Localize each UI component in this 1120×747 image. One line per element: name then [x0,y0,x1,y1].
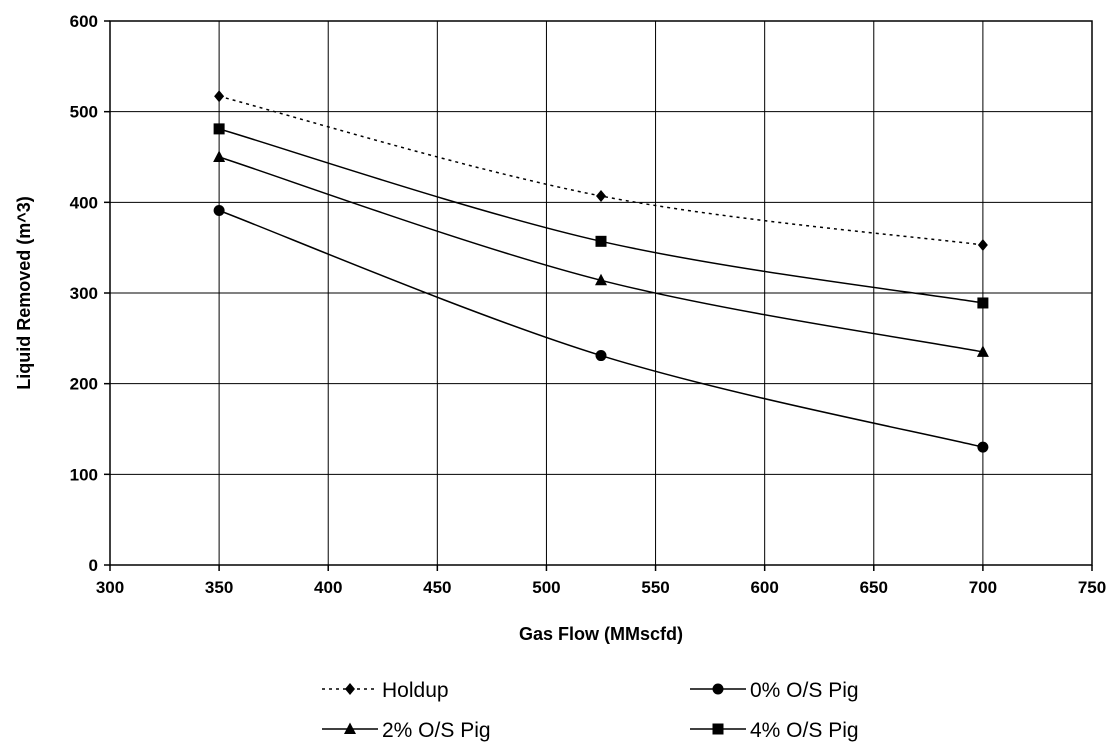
data-point-diamond [596,189,606,202]
y-tick-label: 200 [70,375,98,394]
data-point-circle [213,204,225,216]
legend-marker-square [712,723,724,735]
x-axis-ticks: 300 350 400 450 500 550 600 650 700 750 [96,565,1106,597]
x-tick-label: 300 [96,578,124,597]
grid [109,20,1093,566]
y-tick-label: 600 [70,12,98,31]
series-square [213,123,989,309]
data-point-square [213,123,225,135]
y-tick-label: 0 [89,556,98,575]
legend-label: Holdup [382,679,449,702]
legend-marker-circle [712,683,724,695]
data-point-triangle [976,345,989,357]
series-group [213,90,989,453]
series-circle [213,204,989,453]
data-point-diamond [214,90,225,103]
legend-item: 4% O/S Pig [690,719,859,742]
data-point-circle [595,350,607,362]
y-tick-label: 400 [70,193,98,212]
legend-item: 2% O/S Pig [322,719,491,742]
legend-marker-triangle [344,722,356,734]
legend-label: 4% O/S Pig [750,719,859,742]
legend-label: 2% O/S Pig [382,719,491,742]
x-tick-label: 600 [750,578,778,597]
data-point-triangle [595,273,607,286]
legend: Holdup 0% O/S Pig 2% O/S Pig 4% O/S Pig [322,679,859,742]
series-triangle [213,150,989,357]
legend-marker-diamond [345,683,355,695]
x-tick-label: 400 [314,578,342,597]
legend-item: Holdup [322,679,449,702]
data-point-diamond [977,238,988,251]
x-axis-title: Gas Flow (MMscfd) [519,624,683,644]
y-tick-label: 300 [70,284,98,303]
data-point-square [595,235,607,247]
y-tick-label: 100 [70,465,98,484]
y-tick-label: 500 [70,103,98,122]
series-line [218,95,983,246]
x-tick-label: 500 [532,578,560,597]
x-tick-label: 700 [969,578,997,597]
x-tick-label: 350 [205,578,233,597]
data-point-triangle [213,150,226,162]
y-axis-title: Liquid Removed (m^3) [14,196,34,390]
data-point-circle [977,441,989,453]
data-point-square [977,297,989,309]
x-tick-label: 550 [641,578,669,597]
legend-label: 0% O/S Pig [750,679,859,702]
x-tick-label: 450 [423,578,451,597]
series-diamond [214,90,988,251]
x-tick-label: 650 [860,578,888,597]
legend-item: 0% O/S Pig [690,679,859,702]
series-line [218,156,984,353]
y-axis-ticks: 0 100 200 300 400 500 600 [70,12,110,575]
x-tick-label: 750 [1078,578,1106,597]
